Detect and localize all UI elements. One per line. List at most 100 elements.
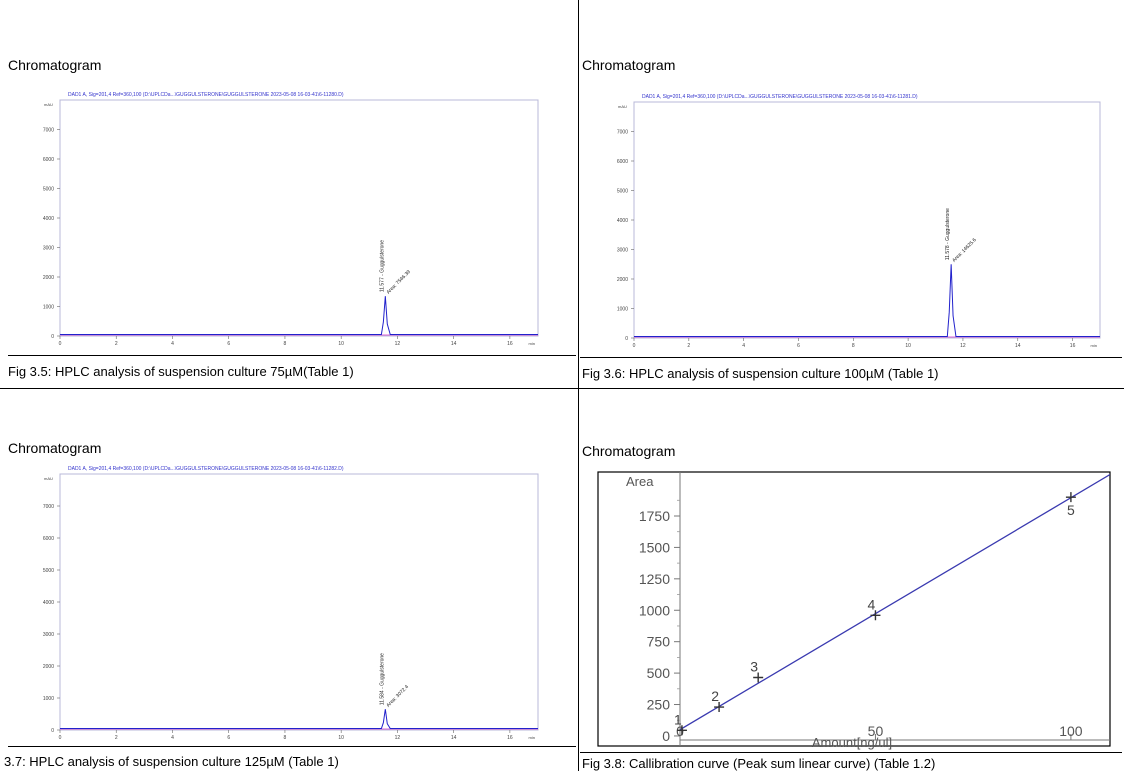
y-tick-label: 500 — [647, 665, 671, 681]
x-tick-label: 10 — [338, 735, 344, 741]
y-tick-label: 5000 — [43, 187, 54, 193]
caption-rule — [580, 357, 1122, 358]
point-label: 3 — [750, 659, 758, 675]
plot-frame — [59, 473, 539, 731]
x-tick-label: 16 — [507, 341, 513, 347]
point-label: 5 — [1067, 502, 1075, 518]
x-tick-label: 6 — [227, 735, 230, 741]
y-tick-label: 3000 — [43, 246, 54, 252]
x-tick-label: 0 — [633, 343, 636, 349]
x-tick-label: 14 — [451, 735, 457, 741]
peak-label: 11.578 - Guggulsterone — [945, 208, 951, 260]
x-tick-label: 6 — [797, 343, 800, 349]
x-unit-label: min — [529, 341, 535, 346]
x-tick-label: 6 — [227, 341, 230, 347]
x-tick-label: 16 — [507, 735, 513, 741]
y-tick-label: 6000 — [43, 536, 54, 542]
x-tick-label: 4 — [742, 343, 745, 349]
chromatogram-header: DAD1 A, Sig=201,4 Ref=360,100 (D:\UPLCDa… — [68, 92, 344, 98]
panel-3-title: Chromatogram — [8, 440, 102, 456]
x-tick-label: 8 — [284, 341, 287, 347]
y-tick-label: 3000 — [43, 632, 54, 638]
signal-trace — [634, 264, 1100, 337]
x-tick-label: 14 — [451, 341, 457, 347]
x-tick-label: 100 — [1059, 723, 1083, 739]
y-tick-label: 1750 — [639, 508, 670, 524]
chromatogram-100um: DAD1 A, Sig=201,4 Ref=360,100 (D:\UPLCDa… — [617, 94, 1101, 349]
y-tick-label: 0 — [51, 728, 54, 734]
y-axis-label: Area — [626, 474, 654, 489]
data-point — [753, 672, 764, 683]
y-unit-label: mAU — [44, 476, 53, 481]
point-label: 4 — [868, 596, 876, 612]
y-tick-label: 4000 — [43, 600, 54, 606]
data-point — [1065, 492, 1076, 503]
y-tick-label: 7000 — [43, 504, 54, 510]
caption-rule — [580, 752, 1122, 753]
y-unit-label: mAU — [618, 104, 627, 109]
point-label: 2 — [711, 688, 719, 704]
x-tick-label: 0 — [676, 723, 684, 739]
x-axis-label: Amount[ng/ul] — [812, 735, 892, 750]
panel-4-caption: Fig 3.8: Callibration curve (Peak sum li… — [582, 756, 936, 771]
y-tick-label: 3000 — [617, 248, 628, 254]
y-tick-label: 7000 — [617, 130, 628, 136]
y-tick-label: 7000 — [43, 128, 54, 134]
data-point — [676, 725, 687, 736]
data-point — [714, 702, 725, 713]
y-tick-label: 0 — [51, 334, 54, 340]
x-tick-label: 0 — [59, 341, 62, 347]
chromatogram-header: DAD1 A, Sig=201,4 Ref=360,100 (D:\UPLCDa… — [68, 466, 344, 472]
y-tick-label: 750 — [647, 634, 671, 650]
caption-rule — [8, 746, 576, 747]
x-tick-label: 8 — [852, 343, 855, 349]
y-tick-label: 4000 — [43, 216, 54, 222]
vertical-divider — [578, 0, 579, 771]
signal-trace — [60, 709, 538, 729]
y-tick-label: 1000 — [43, 696, 54, 702]
x-tick-label: 16 — [1070, 343, 1076, 349]
chromatogram-75um: DAD1 A, Sig=201,4 Ref=360,100 (D:\UPLCDa… — [43, 92, 539, 347]
y-tick-label: 5000 — [43, 568, 54, 574]
plot-frame — [633, 101, 1101, 339]
y-tick-label: 0 — [662, 728, 670, 744]
y-tick-label: 4000 — [617, 218, 628, 224]
panel-4-title: Chromatogram — [582, 443, 676, 459]
panel-2-title: Chromatogram — [582, 57, 676, 73]
panel-3-caption: 3.7: HPLC analysis of suspension culture… — [4, 754, 339, 769]
x-tick-label: 14 — [1015, 343, 1021, 349]
y-tick-label: 5000 — [617, 189, 628, 195]
panel-1-caption: Fig 3.5: HPLC analysis of suspension cul… — [8, 364, 354, 379]
y-tick-label: 250 — [647, 697, 671, 713]
x-unit-label: min — [529, 735, 535, 740]
y-unit-label: mAU — [44, 102, 53, 107]
plot-frame — [597, 471, 1111, 747]
horizontal-divider — [0, 388, 1124, 389]
plot-frame — [59, 99, 539, 337]
y-tick-label: 1000 — [617, 307, 628, 313]
x-tick-label: 12 — [395, 341, 401, 347]
x-tick-label: 4 — [171, 735, 174, 741]
x-tick-label: 50 — [868, 723, 884, 739]
data-point — [870, 610, 881, 621]
y-tick-label: 1000 — [43, 305, 54, 311]
chromatogram-125um: DAD1 A, Sig=201,4 Ref=360,100 (D:\UPLCDa… — [43, 466, 539, 741]
peak-label: 11.584 - Guggulsterone — [379, 653, 385, 705]
y-tick-label: 2000 — [43, 664, 54, 670]
peak-label: 11.577 - Guggulsterone — [379, 240, 385, 292]
y-tick-label: 2000 — [43, 275, 54, 281]
x-tick-label: 2 — [115, 341, 118, 347]
y-tick-label: 1000 — [639, 602, 670, 618]
x-tick-label: 2 — [687, 343, 690, 349]
x-tick-label: 2 — [115, 735, 118, 741]
x-tick-label: 0 — [59, 735, 62, 741]
panel-1-title: Chromatogram — [8, 57, 102, 73]
y-tick-label: 1250 — [639, 571, 670, 587]
calibration-curve: Area 0 250 500 750 1000 1250 1500 1750 0 50 100 Amou… — [597, 471, 1111, 750]
caption-rule — [8, 355, 576, 356]
x-tick-label: 10 — [338, 341, 344, 347]
x-tick-label: 4 — [171, 341, 174, 347]
y-tick-label: 0 — [625, 336, 628, 342]
x-tick-label: 10 — [905, 343, 911, 349]
